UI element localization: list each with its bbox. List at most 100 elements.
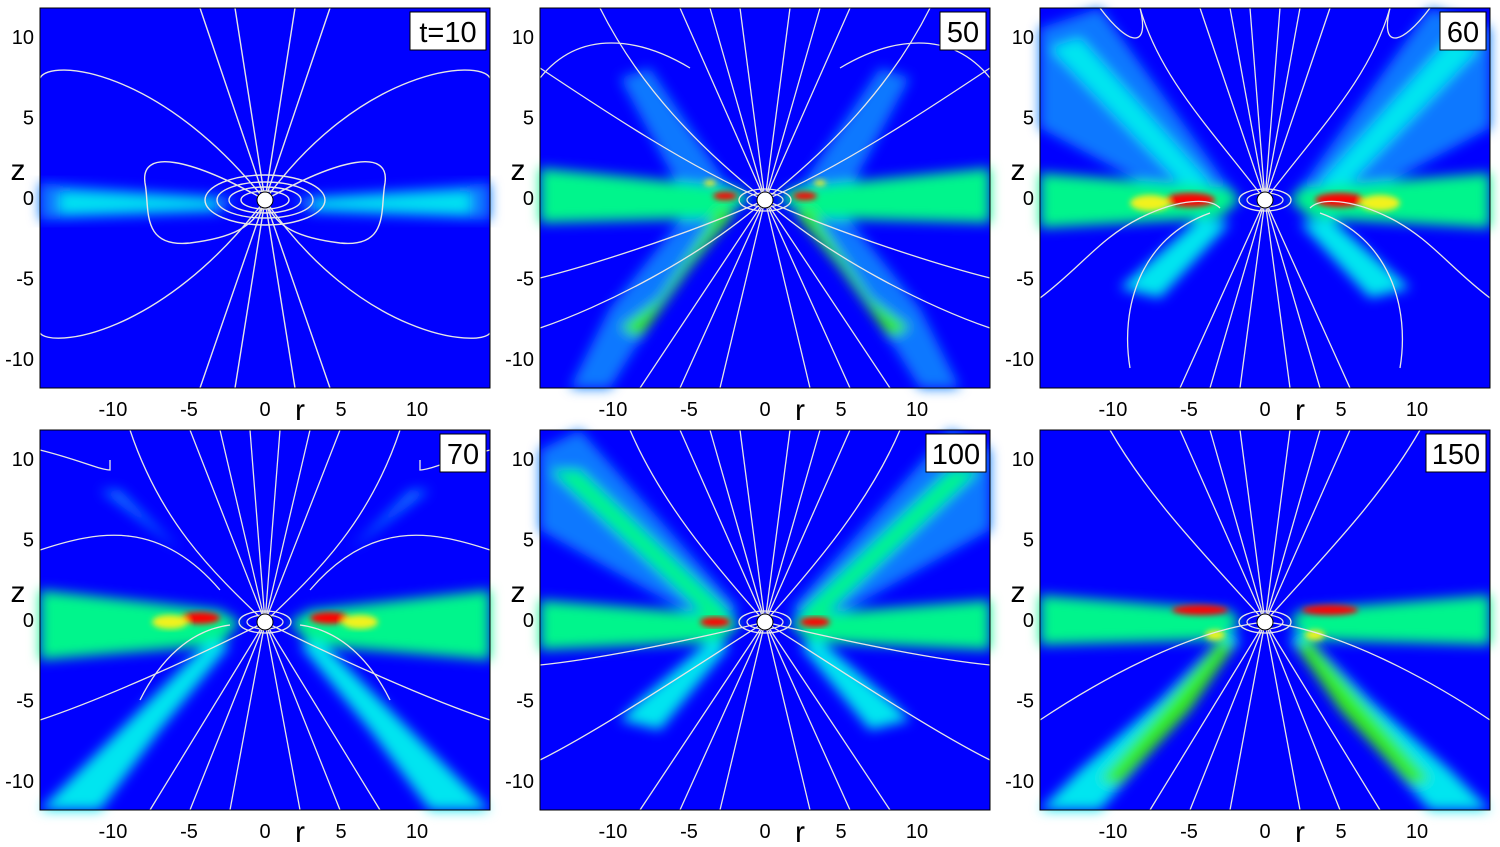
y-tick-label: -5 (1016, 269, 1034, 291)
time-label: 150 (1432, 439, 1480, 471)
x-tick-label: 5 (1335, 399, 1346, 421)
y-tick-label: -10 (1005, 349, 1034, 371)
x-axis-label: r (295, 816, 305, 847)
y-tick-label: 0 (1023, 610, 1034, 632)
y-tick-label: 5 (23, 107, 34, 129)
y-tick-label: 10 (512, 449, 534, 471)
disk-core-left (60, 193, 215, 213)
x-axis-label: r (795, 816, 805, 847)
y-tick-label: -10 (5, 349, 34, 371)
disk-core-right (315, 193, 470, 213)
time-label-box (939, 11, 987, 51)
panel-t60 (1039, 7, 1491, 389)
y-tick-label: -5 (516, 691, 534, 713)
time-label-box (409, 11, 487, 51)
x-tick-label: -10 (1099, 821, 1128, 843)
x-tick-label: 0 (759, 821, 770, 843)
time-label-box (1439, 11, 1487, 51)
time-label: t=10 (419, 17, 476, 49)
field-lines (539, 429, 991, 811)
x-tick-label: 10 (406, 399, 428, 421)
panel-t70 (39, 429, 491, 811)
y-tick-label: -10 (5, 771, 34, 793)
outflow-left (570, 68, 730, 388)
panel-t100 (539, 429, 991, 811)
y-tick-label: 10 (12, 449, 34, 471)
x-tick-label: 10 (1406, 399, 1428, 421)
x-tick-label: 0 (1259, 821, 1270, 843)
x-tick-label: 10 (1406, 821, 1428, 843)
x-tick-label: -10 (99, 399, 128, 421)
time-label-box (925, 433, 987, 473)
time-label-box (439, 433, 487, 473)
x-tick-label: -5 (680, 399, 698, 421)
panel-t150 (1039, 429, 1491, 811)
disk-right (290, 590, 490, 660)
x-tick-label: -5 (1180, 821, 1198, 843)
star (256, 613, 274, 631)
x-tick-label: -5 (680, 821, 698, 843)
y-tick-label: -10 (505, 349, 534, 371)
x-tick-label: 10 (406, 821, 428, 843)
disk-right (780, 168, 990, 223)
star (756, 191, 774, 209)
time-label: 100 (932, 439, 980, 471)
x-axis-label: r (295, 394, 305, 427)
y-tick-label: 5 (523, 529, 534, 551)
plot-frame (39, 7, 491, 389)
x-tick-label: 5 (335, 399, 346, 421)
panel-t10 (39, 7, 491, 389)
time-label-box (1425, 433, 1487, 473)
plot-frame (1039, 7, 1491, 389)
time-label: 50 (947, 17, 979, 49)
x-tick-label: 10 (906, 821, 928, 843)
plot-frame (539, 7, 991, 389)
x-tick-label: 10 (906, 399, 928, 421)
time-label: 70 (447, 439, 479, 471)
y-axis-label: z (1011, 154, 1026, 187)
y-tick-label: -5 (1016, 691, 1034, 713)
y-tick-label: -10 (1005, 771, 1034, 793)
y-tick-label: 5 (1023, 107, 1034, 129)
x-tick-label: -5 (1180, 399, 1198, 421)
y-axis-label: z (11, 154, 26, 187)
y-tick-label: 10 (512, 27, 534, 49)
y-tick-label: -5 (516, 269, 534, 291)
plot-frame (1039, 429, 1491, 811)
y-tick-label: 10 (1012, 449, 1034, 471)
disk-right (790, 600, 990, 650)
y-tick-label: 0 (23, 188, 34, 210)
star (1256, 191, 1274, 209)
outflow-right (800, 68, 960, 388)
y-tick-label: 5 (523, 107, 534, 129)
x-axis-label: r (1295, 394, 1305, 427)
star (756, 613, 774, 631)
star (256, 191, 274, 209)
y-axis-label: z (511, 154, 526, 187)
x-tick-label: 0 (259, 399, 270, 421)
y-tick-label: 10 (1012, 27, 1034, 49)
x-tick-label: -5 (180, 399, 198, 421)
x-tick-label: 0 (259, 821, 270, 843)
field-lines (1039, 7, 1491, 389)
plot-frame (39, 429, 491, 811)
y-tick-label: 5 (1023, 529, 1034, 551)
x-tick-label: -10 (599, 821, 628, 843)
y-tick-label: 0 (523, 610, 534, 632)
x-tick-label: 5 (335, 821, 346, 843)
disk-left (540, 168, 750, 223)
disk-left (540, 600, 740, 650)
x-tick-label: -10 (99, 821, 128, 843)
y-tick-label: -10 (505, 771, 534, 793)
outflow-left (1040, 630, 1240, 810)
panel-t50 (539, 7, 991, 389)
y-tick-label: -5 (16, 269, 34, 291)
x-tick-label: 0 (1259, 399, 1270, 421)
x-axis-label: r (795, 394, 805, 427)
outflow-right (1290, 630, 1490, 810)
y-tick-label: 5 (23, 529, 34, 551)
x-tick-label: 5 (1335, 821, 1346, 843)
y-axis-label: z (11, 576, 26, 609)
